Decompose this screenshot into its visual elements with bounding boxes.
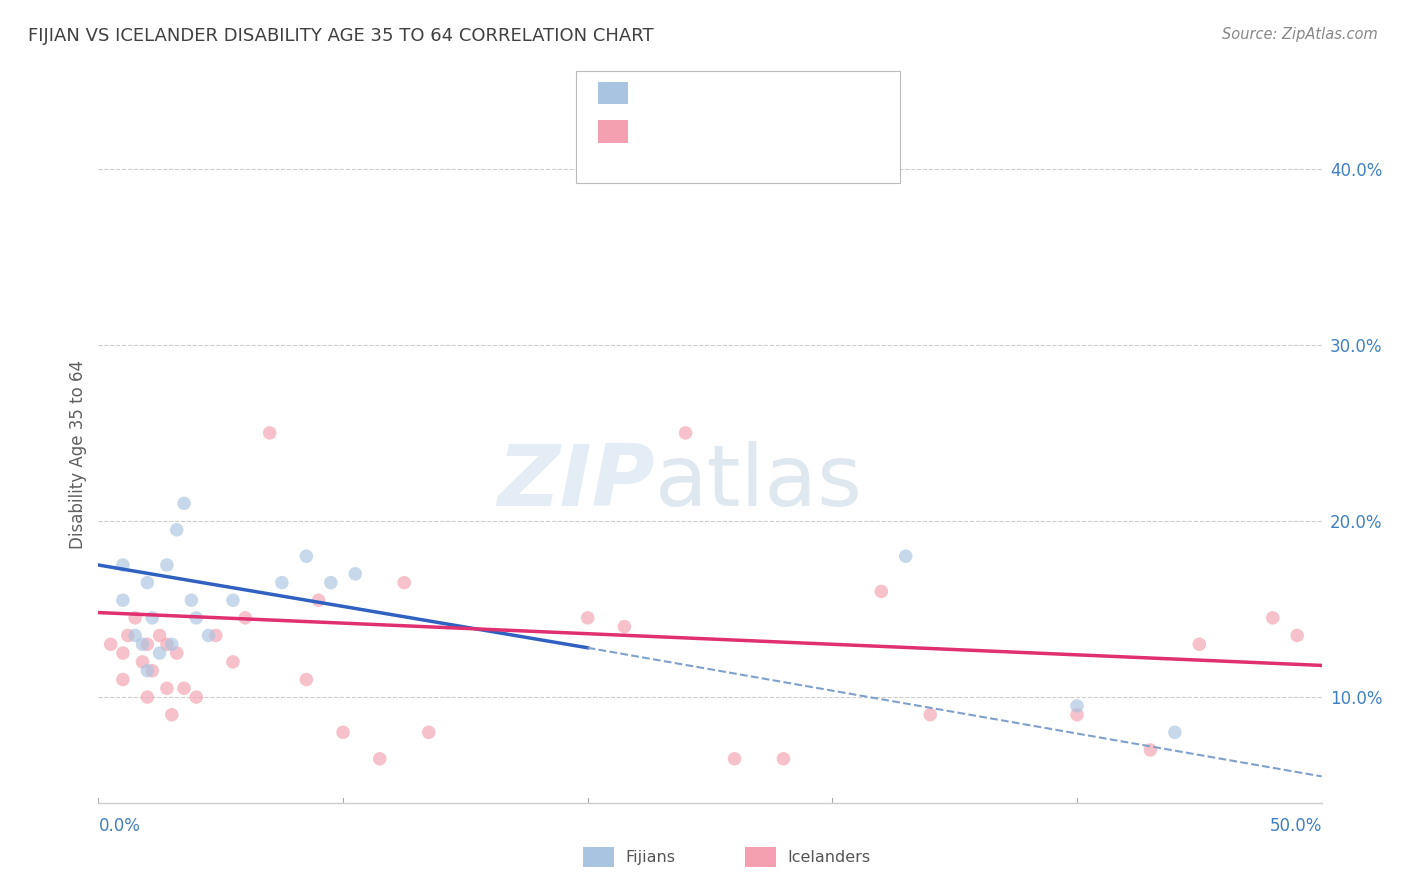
Text: FIJIAN VS ICELANDER DISABILITY AGE 35 TO 64 CORRELATION CHART: FIJIAN VS ICELANDER DISABILITY AGE 35 TO… — [28, 27, 654, 45]
Point — [173, 681, 195, 696]
Point — [576, 611, 599, 625]
Point — [308, 593, 330, 607]
Point — [117, 628, 139, 642]
Point — [156, 558, 179, 572]
Point — [1286, 628, 1309, 642]
Point — [332, 725, 354, 739]
Point — [141, 611, 163, 625]
Point — [233, 611, 256, 625]
Text: R =: R = — [643, 84, 681, 103]
Point — [613, 620, 636, 634]
Point — [1066, 707, 1088, 722]
Point — [1261, 611, 1284, 625]
Point — [1066, 698, 1088, 713]
Point — [319, 575, 342, 590]
Point — [100, 637, 122, 651]
Text: Fijians: Fijians — [626, 850, 676, 864]
Point — [124, 611, 146, 625]
Point — [180, 593, 202, 607]
Point — [166, 646, 188, 660]
Point — [675, 425, 697, 440]
Point — [418, 725, 440, 739]
Text: N =: N = — [758, 84, 807, 103]
Point — [197, 628, 219, 642]
Point — [186, 611, 208, 625]
Point — [259, 425, 281, 440]
Text: atlas: atlas — [655, 442, 863, 524]
Point — [295, 549, 318, 564]
Point — [124, 628, 146, 642]
Point — [222, 655, 245, 669]
Point — [160, 707, 183, 722]
Text: 23: 23 — [808, 84, 832, 103]
Point — [772, 752, 794, 766]
Point — [111, 646, 134, 660]
Point — [166, 523, 188, 537]
Point — [1188, 637, 1211, 651]
Text: ZIP: ZIP — [498, 442, 655, 524]
Point — [1139, 743, 1161, 757]
Point — [894, 549, 917, 564]
Point — [136, 664, 159, 678]
Point — [136, 575, 159, 590]
Text: R =: R = — [643, 122, 681, 141]
Point — [149, 646, 172, 660]
Point — [344, 566, 367, 581]
Point — [222, 593, 245, 607]
Text: 40: 40 — [808, 122, 832, 141]
Y-axis label: Disability Age 35 to 64: Disability Age 35 to 64 — [69, 360, 87, 549]
Text: -0.224: -0.224 — [685, 84, 747, 103]
Point — [136, 690, 159, 705]
Point — [156, 637, 179, 651]
Point — [111, 593, 134, 607]
Point — [136, 637, 159, 651]
Point — [368, 752, 391, 766]
Point — [149, 628, 172, 642]
Point — [131, 655, 153, 669]
Point — [131, 637, 153, 651]
Point — [392, 575, 416, 590]
Text: Source: ZipAtlas.com: Source: ZipAtlas.com — [1222, 27, 1378, 42]
Point — [111, 558, 134, 572]
Point — [920, 707, 942, 722]
Point — [141, 664, 163, 678]
Text: 50.0%: 50.0% — [1270, 817, 1322, 835]
Point — [295, 673, 318, 687]
Point — [870, 584, 893, 599]
Point — [1164, 725, 1187, 739]
Point — [205, 628, 228, 642]
Point — [173, 496, 195, 510]
Point — [723, 752, 745, 766]
Point — [160, 637, 183, 651]
Point — [270, 575, 294, 590]
Text: 0.0%: 0.0% — [98, 817, 141, 835]
Point — [156, 681, 179, 696]
Text: Icelanders: Icelanders — [787, 850, 870, 864]
Point — [186, 690, 208, 705]
Point — [111, 673, 134, 687]
Text: N =: N = — [758, 122, 807, 141]
Text: -0.134: -0.134 — [685, 122, 747, 141]
